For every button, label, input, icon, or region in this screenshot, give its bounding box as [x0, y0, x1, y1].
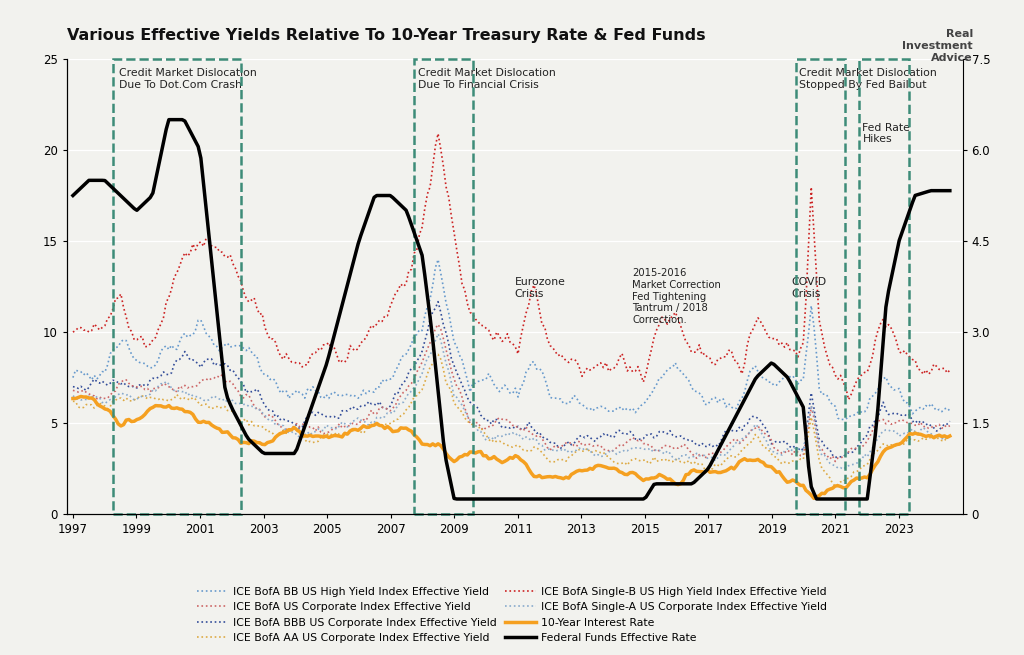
Text: Credit Market Dislocation
Due To Financial Crisis: Credit Market Dislocation Due To Financi… — [418, 68, 555, 90]
Text: Real
Investment
Advice: Real Investment Advice — [902, 29, 973, 63]
Legend: ICE BofA BB US High Yield Index Effective Yield, ICE BofA US Corporate Index Eff: ICE BofA BB US High Yield Index Effectiv… — [194, 584, 830, 646]
Text: Eurozone
Crisis: Eurozone Crisis — [515, 278, 565, 299]
Text: Fed Rate
Hikes: Fed Rate Hikes — [862, 122, 910, 144]
Text: Various Effective Yields Relative To 10-Year Treasury Rate & Fed Funds: Various Effective Yields Relative To 10-… — [67, 28, 706, 43]
Text: 2015-2016
Market Correction
Fed Tightening
Tantrum / 2018
Correction.: 2015-2016 Market Correction Fed Tighteni… — [632, 269, 721, 325]
Text: COVID
Crisis: COVID Crisis — [791, 278, 826, 299]
Text: Credit Market Dislocation
Due To Dot.Com Crash: Credit Market Dislocation Due To Dot.Com… — [119, 68, 257, 90]
Text: Credit Market Dislocation
Stopped By Fed Bailout: Credit Market Dislocation Stopped By Fed… — [799, 68, 937, 90]
